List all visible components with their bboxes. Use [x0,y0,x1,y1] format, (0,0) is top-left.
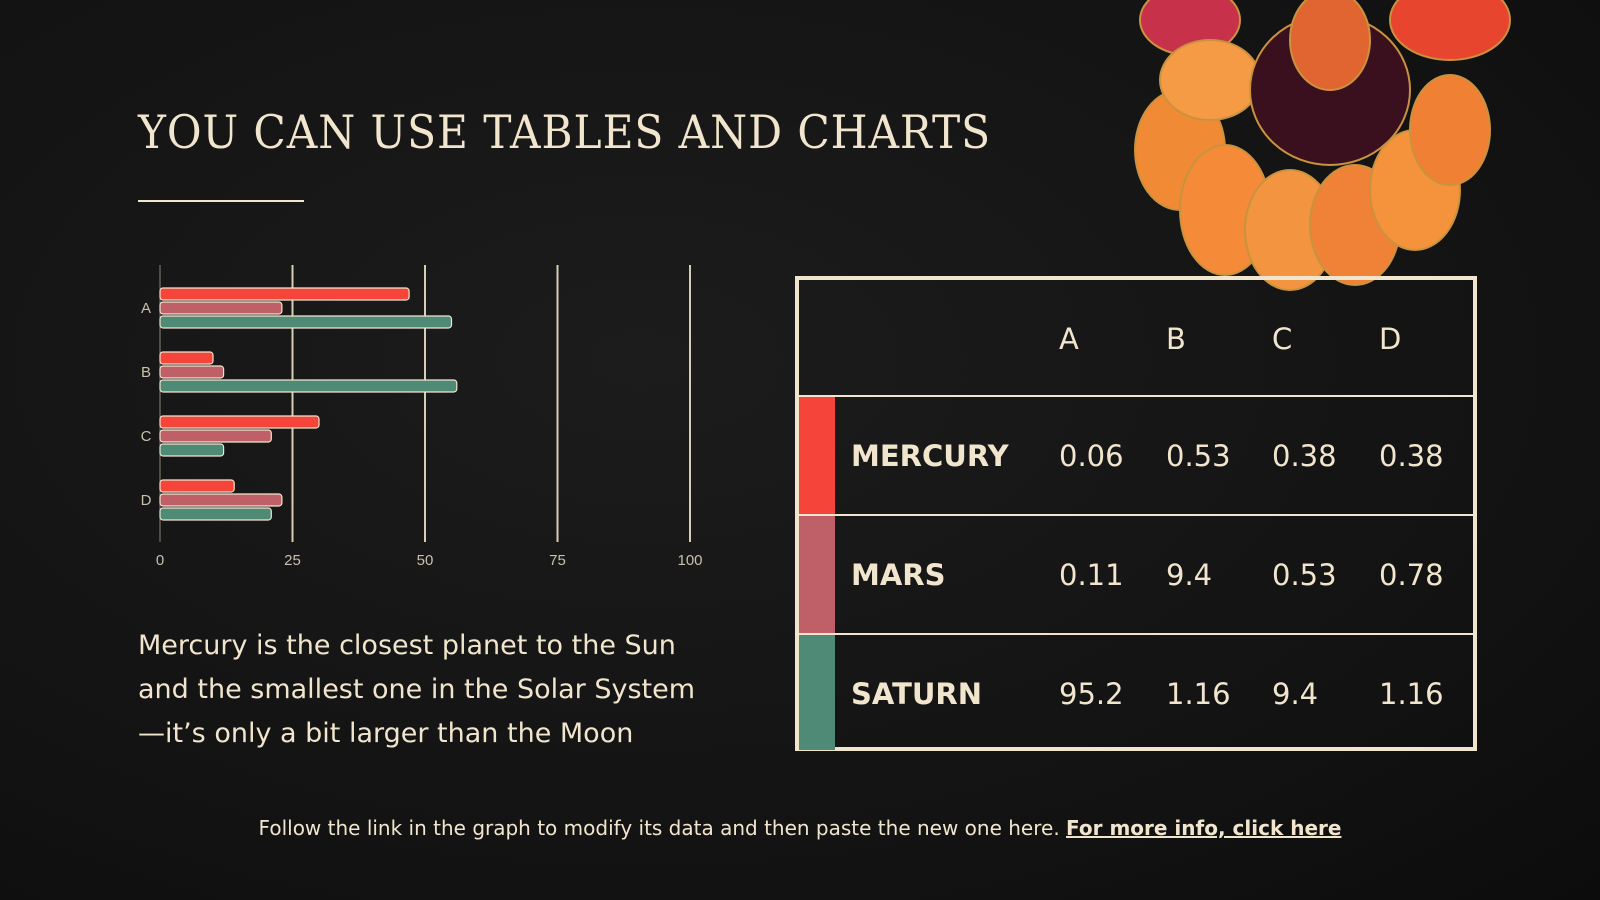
x-tick-label: 50 [417,552,434,569]
table-cell: 9.4 [1166,557,1213,592]
bar [159,379,458,393]
x-tick-label: 100 [677,552,702,569]
row-color-swatch [799,516,835,633]
header-c: C [1272,321,1293,356]
table-row: MERCURY 0.06 0.53 0.38 0.38 [799,397,1473,514]
x-tick-label: 25 [284,552,301,569]
table-cell: 0.53 [1166,438,1231,473]
description-text: Mercury is the closest planet to the Sun… [138,630,696,749]
flower-illustration [1134,0,1511,291]
more-info-link[interactable]: For more info, click here [1066,816,1342,840]
row-divider [799,395,1473,397]
row-label: SATURN [851,676,983,711]
title-divider [138,200,304,202]
bar-chart: 0 25 50 75 100 A B C D [141,265,703,569]
table-cell: 1.16 [1379,676,1444,711]
row-divider [799,633,1473,635]
bar [159,479,235,493]
table-cell: 0.38 [1272,438,1337,473]
row-color-swatch [799,397,835,514]
row-color-swatch [799,635,835,750]
table-cell: 0.53 [1272,557,1337,592]
bar [159,351,214,365]
bar [159,287,410,301]
bar [159,443,225,457]
bar [159,315,453,329]
bar [159,365,225,379]
bar [159,493,283,507]
table-cell: 1.16 [1166,676,1231,711]
footer: Follow the link in the graph to modify i… [0,816,1600,840]
table-row: SATURN 95.2 1.16 9.4 1.16 [799,635,1473,752]
y-category-label: C [141,428,152,445]
row-label: MERCURY [851,438,1009,473]
table-cell: 0.78 [1379,557,1444,592]
table-cell: 0.11 [1059,557,1124,592]
row-label: MARS [851,557,946,592]
footer-text: Follow the link in the graph to modify i… [258,816,1060,840]
table-cell: 0.06 [1059,438,1124,473]
y-category-label: B [141,364,151,381]
table-cell: 95.2 [1059,676,1124,711]
page-title: YOU CAN USE TABLES AND CHARTS [138,105,992,159]
x-tick-label: 75 [549,552,566,569]
y-category-label: A [141,300,151,317]
header-d: D [1379,321,1402,356]
table-header-row: A B C D [799,280,1473,397]
header-b: B [1166,321,1186,356]
data-table: A B C D MERCURY 0.06 0.53 0.38 0.38 MARS 0.11 9… [795,276,1477,751]
x-tick-label: 0 [156,552,164,569]
bar [159,429,272,443]
y-category-label: D [141,492,152,509]
table-cell: 9.4 [1272,676,1319,711]
header-a: A [1059,321,1079,356]
bar [159,415,320,429]
table-row: MARS 0.11 9.4 0.53 0.78 [799,516,1473,633]
bar [159,507,272,521]
bar [159,301,283,315]
table-cell: 0.38 [1379,438,1444,473]
row-divider [799,514,1473,516]
